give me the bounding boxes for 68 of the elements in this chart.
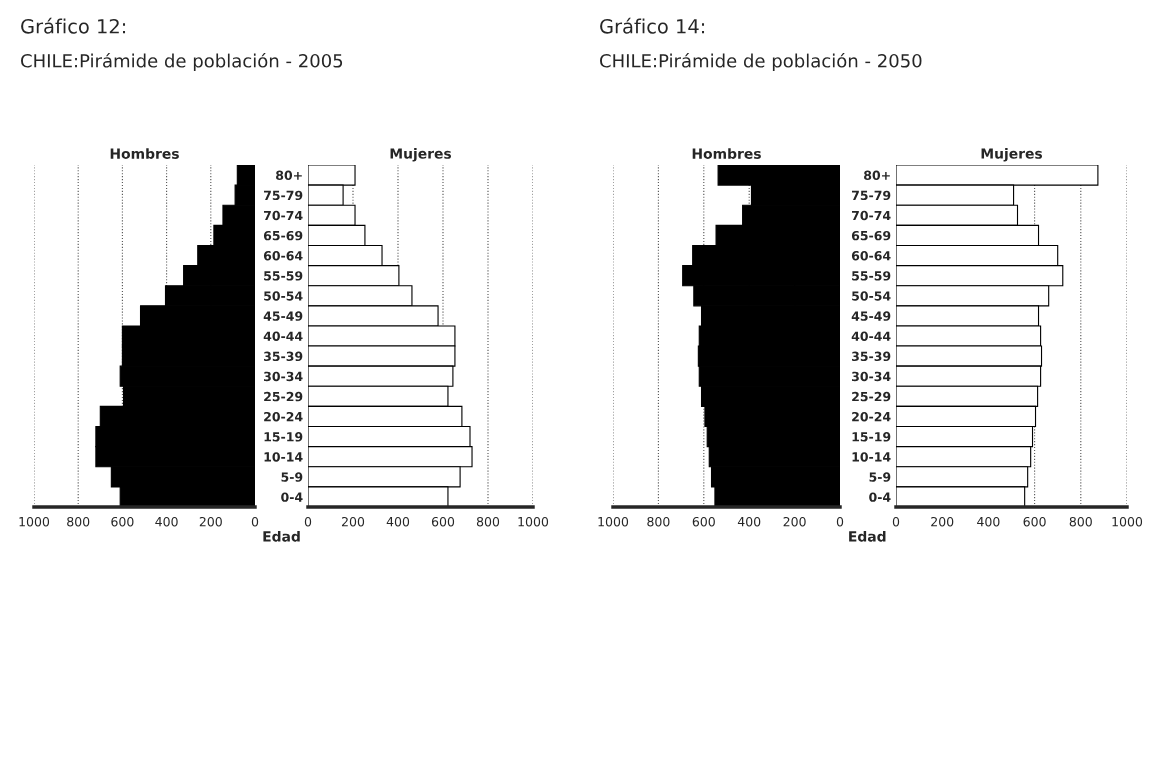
y-tick-label: 15-19 — [852, 432, 891, 442]
y-tick-label: 35-39 — [852, 351, 891, 362]
y-tick-label: 50-54 — [264, 291, 303, 301]
x-tick-label: 400 — [977, 516, 1000, 527]
y-tick-label: 65-69 — [263, 230, 303, 241]
y-tick-label: 25-29 — [264, 391, 303, 402]
y-tick-label: 70-74 — [852, 210, 891, 221]
x-tick-label: 0 — [304, 516, 312, 527]
text: Mujeres — [390, 148, 452, 162]
y-tick-label: 60-64 — [851, 251, 891, 261]
y-tick-label: 40-44 — [851, 331, 891, 341]
text: Hombres — [110, 148, 179, 159]
y-tick-label: 55-59 — [264, 271, 303, 281]
x-tick-label: 800 — [476, 516, 500, 527]
x-tick-label: 1000 — [1112, 516, 1143, 527]
y-tick-label: 5-9 — [869, 472, 891, 482]
y-tick-label: 5-9 — [281, 472, 303, 482]
x-tick-label: 0 — [836, 516, 844, 527]
y-tick-label: 0-4 — [281, 492, 303, 502]
y-tick-label: 65-69 — [851, 230, 891, 241]
x-axis-title: Edad — [263, 530, 300, 542]
x-tick-label: 800 — [1069, 516, 1092, 527]
y-tick-label: 80+ — [864, 170, 890, 180]
y-tick-label: 75-79 — [264, 190, 303, 201]
y-tick-label: 0-4 — [869, 492, 891, 502]
x-tick-label: 600 — [431, 516, 455, 527]
x-tick-label: 200 — [341, 516, 365, 527]
x-tick-label: 0 — [251, 516, 259, 527]
y-tick-label: 35-39 — [264, 351, 303, 362]
x-tick-label: 800 — [67, 516, 90, 527]
y-tick-label: 80+ — [276, 170, 302, 180]
x-tick-label: 1000 — [518, 516, 549, 527]
series-label: Mujeres — [981, 148, 1043, 162]
x-tick-label: 400 — [155, 516, 178, 527]
y-tick-label: 60-64 — [263, 251, 303, 261]
y-tick-label: 75-79 — [852, 190, 891, 201]
x-tick-label: 600 — [1023, 516, 1046, 527]
y-tick-label: 20-24 — [264, 411, 303, 422]
y-tick-label: 10-14 — [264, 452, 303, 462]
chart-subtitle: CHILE:Pirámide de población - 2050 — [600, 52, 922, 72]
x-axis-title: Edad — [849, 530, 886, 542]
x-tick-label: 400 — [386, 516, 410, 527]
chart-title: Gráfico 14: — [600, 17, 705, 34]
x-tick-label: 200 — [199, 516, 222, 527]
y-tick-label: 25-29 — [852, 391, 891, 402]
x-tick-label: 600 — [111, 516, 134, 527]
x-tick-label: 800 — [647, 516, 670, 527]
chart-title: Gráfico 12: — [21, 17, 126, 34]
y-tick-label: 50-54 — [852, 291, 891, 301]
x-tick-label: 600 — [692, 516, 715, 527]
x-tick-label: 400 — [737, 516, 761, 527]
x-tick-label: 1000 — [19, 516, 50, 527]
series-label: Hombres — [692, 148, 761, 159]
y-tick-label: 15-19 — [264, 432, 303, 442]
y-tick-label: 45-49 — [263, 311, 303, 321]
y-tick-label: 10-14 — [852, 452, 891, 462]
y-tick-label: 30-34 — [852, 371, 891, 382]
y-tick-label: 45-49 — [851, 311, 891, 321]
x-tick-label: 0 — [892, 516, 900, 527]
y-tick-label: 30-34 — [264, 371, 303, 382]
x-tick-label: 200 — [931, 516, 954, 527]
y-tick-label: 40-44 — [263, 331, 303, 341]
y-tick-label: 70-74 — [264, 210, 303, 221]
x-tick-label: 1000 — [598, 516, 629, 527]
y-tick-label: 20-24 — [852, 411, 891, 422]
chart-subtitle: CHILE:Pirámide de población - 2005 — [21, 52, 343, 72]
y-tick-label: 55-59 — [852, 271, 891, 281]
x-tick-label: 200 — [783, 516, 806, 527]
